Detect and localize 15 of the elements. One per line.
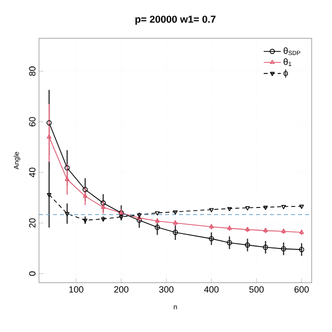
- x-tick-label: 200: [114, 286, 128, 293]
- x-tick-label: 300: [159, 286, 174, 293]
- x-tick-label: 600: [294, 286, 309, 293]
- x-tick-label: 400: [204, 286, 219, 293]
- x-tick-label: 100: [69, 286, 84, 293]
- x-tick-label: 500: [249, 286, 264, 293]
- legend-label: ϕ: [284, 69, 288, 78]
- chart-title: p= 20000 w1= 0.7: [135, 16, 216, 25]
- y-tick-label: 20: [29, 218, 36, 228]
- y-tick-label: 60: [29, 117, 36, 126]
- y-tick-label: 40: [29, 168, 36, 178]
- y-tick-label: 0: [29, 271, 36, 276]
- legend-label: θ$_{SDP}$: [284, 47, 300, 56]
- legend-label: θ$_{1}$: [284, 58, 292, 66]
- y-tick-label: 80: [29, 66, 36, 76]
